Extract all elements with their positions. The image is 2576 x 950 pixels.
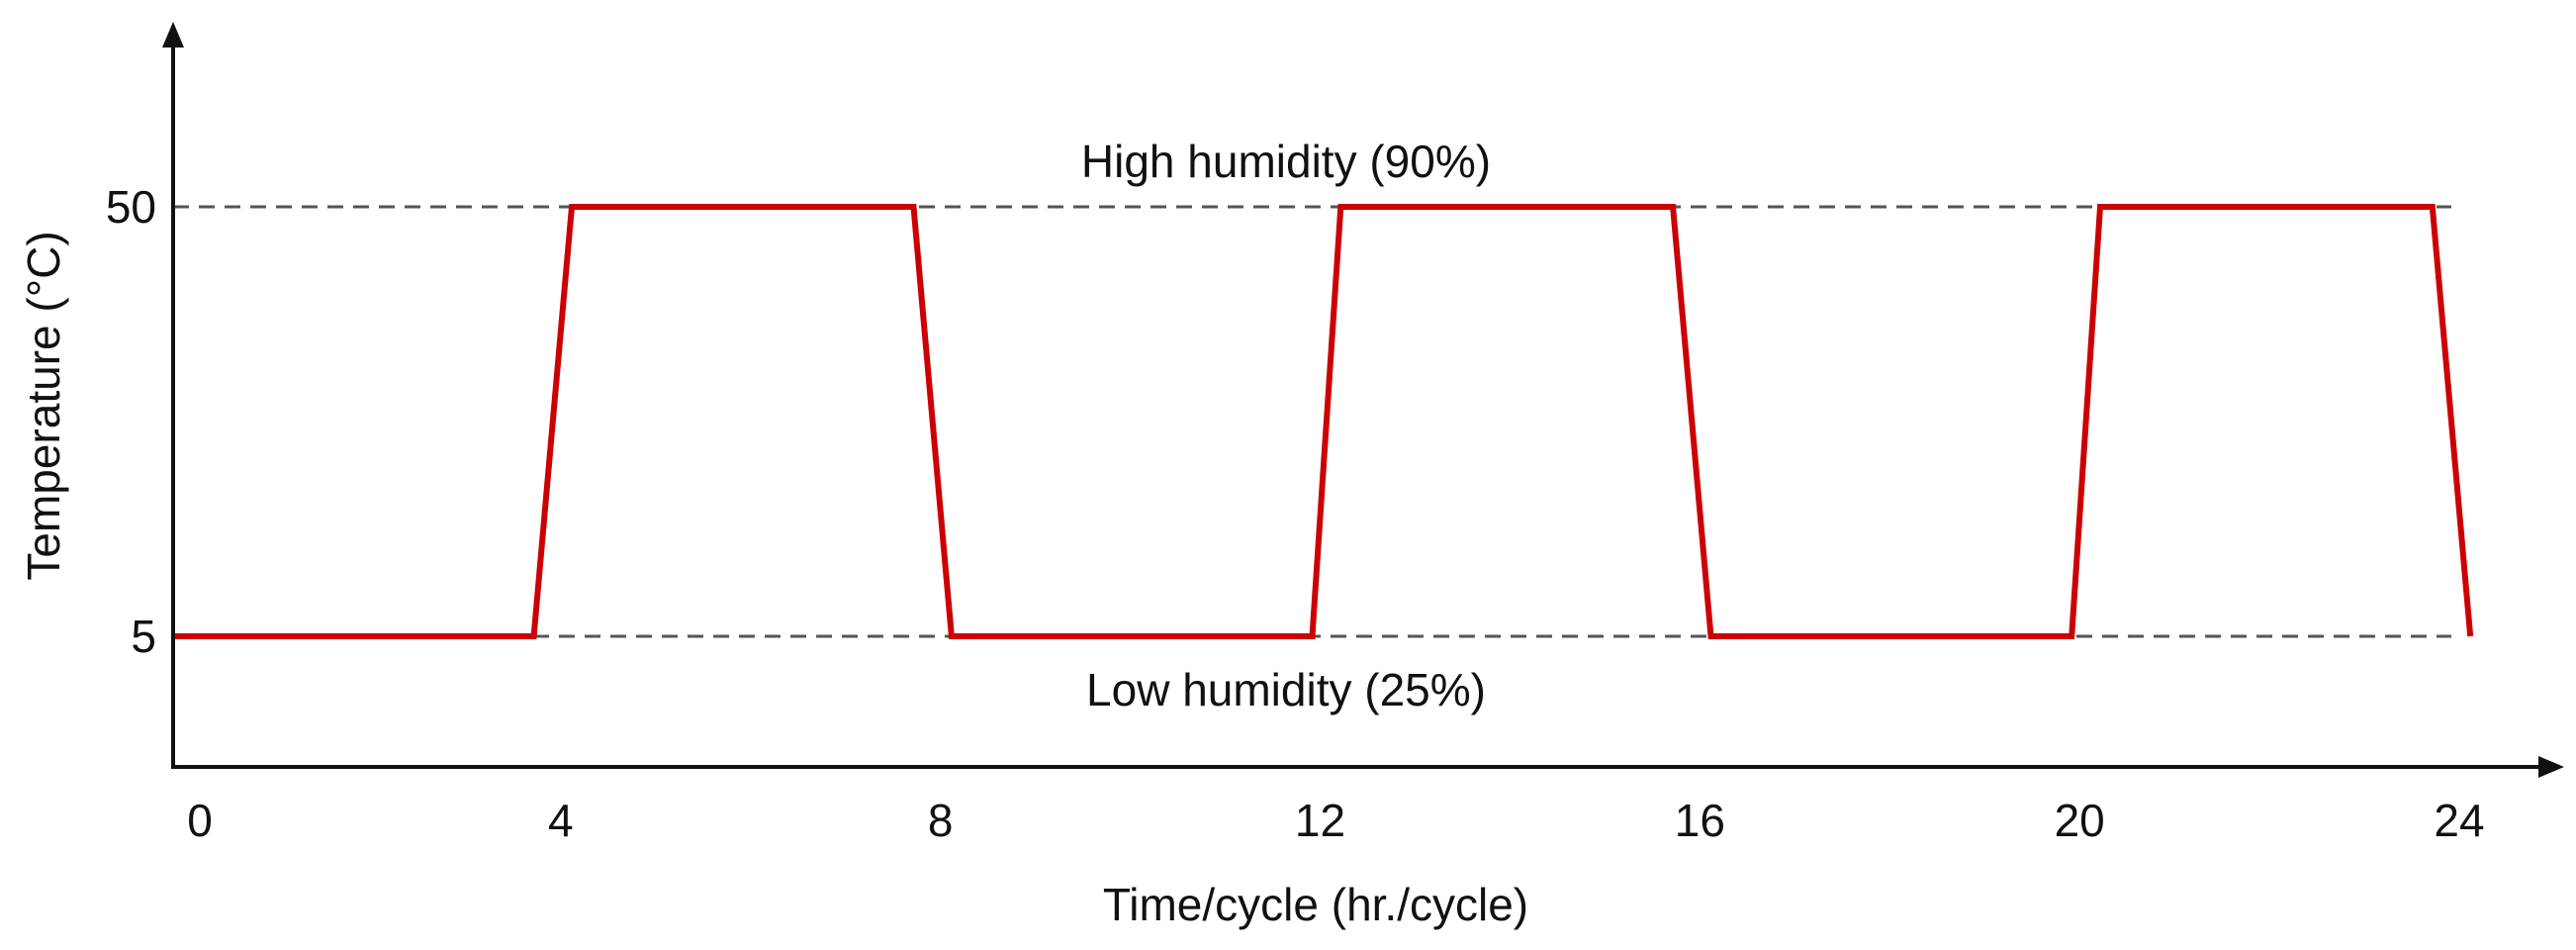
x-axis-arrow-icon: [2538, 756, 2564, 778]
y-tick-label: 5: [131, 611, 156, 662]
x-axis-label: Time/cycle (hr./cycle): [1103, 879, 1528, 930]
series-layer: [172, 204, 2474, 639]
reference-labels: High humidity (90%) Low humidity (25%): [1081, 136, 1491, 715]
x-tick-label: 4: [548, 795, 574, 846]
low-humidity-label: Low humidity (25%): [1086, 664, 1486, 715]
y-tick-label: 50: [106, 181, 156, 233]
series-line-0: [173, 204, 2474, 639]
tick-labels: 0 4 8 12 16 20 24 5 50: [106, 181, 2485, 846]
x-tick-label: 16: [1675, 795, 1725, 846]
high-humidity-label: High humidity (90%): [1081, 136, 1491, 187]
x-tick-label: 0: [187, 795, 213, 846]
y-axis-arrow-icon: [162, 22, 184, 48]
axes: [162, 22, 2564, 778]
y-axis-label: Temperature (°C): [18, 231, 69, 580]
reference-lines: [173, 205, 2451, 638]
x-tick-label: 20: [2055, 795, 2105, 846]
x-tick-label: 12: [1295, 795, 1345, 846]
x-tick-label: 8: [928, 795, 954, 846]
x-tick-label: 24: [2434, 795, 2484, 846]
